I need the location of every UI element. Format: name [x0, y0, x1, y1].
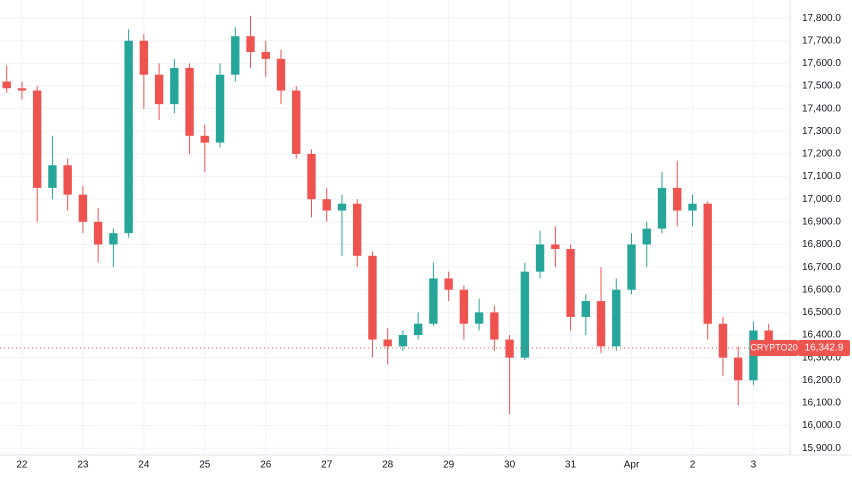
x-tick-label: 29	[443, 460, 455, 471]
candle-body	[459, 289, 469, 324]
y-tick-label: 17,200.0	[802, 149, 841, 160]
candle-body	[398, 335, 408, 347]
candle-body	[612, 289, 621, 347]
candle-body	[535, 244, 545, 272]
candle-body	[551, 244, 560, 250]
candle-body	[307, 153, 316, 200]
candle-body	[78, 194, 88, 222]
candle-body	[246, 36, 255, 53]
y-tick-label: 17,800.0	[802, 13, 841, 24]
candle-body	[322, 199, 331, 211]
candle-body	[154, 74, 164, 105]
candle-body	[718, 323, 728, 358]
candle-body	[733, 357, 743, 381]
y-tick-label: 17,000.0	[802, 194, 841, 205]
y-tick-label: 15,900.0	[802, 443, 841, 454]
candle-body	[581, 301, 590, 317]
symbol-label: CRYPTO20	[750, 342, 797, 352]
candle-body	[764, 330, 773, 348]
candle-body	[642, 228, 651, 245]
y-tick-label: 17,400.0	[802, 103, 841, 114]
candle-body	[231, 36, 240, 75]
candle-body	[185, 67, 194, 136]
candle-body	[2, 81, 11, 89]
candle-body	[627, 244, 636, 290]
candle-body	[673, 187, 682, 211]
x-tick-label: 3	[751, 460, 757, 471]
candle-body	[490, 312, 499, 340]
candle-body	[444, 278, 453, 290]
y-tick-label: 16,500.0	[802, 307, 841, 318]
candle-body	[596, 301, 606, 347]
candle-body	[566, 249, 575, 317]
y-tick-label: 16,900.0	[802, 216, 841, 227]
candle-body	[353, 203, 362, 256]
x-tick-label: 27	[321, 460, 333, 471]
x-tick-label: 2	[690, 460, 696, 471]
candle-body	[124, 40, 133, 234]
candle-body	[413, 323, 423, 336]
candle-body	[109, 233, 118, 245]
x-tick-label: 25	[199, 460, 211, 471]
candle-body	[368, 255, 377, 340]
y-tick-label: 16,400.0	[802, 330, 841, 341]
candle-body	[276, 58, 286, 91]
candle-body	[703, 203, 712, 324]
x-tick-label: 30	[504, 460, 516, 471]
candle-body	[63, 165, 72, 195]
candle-body	[32, 90, 42, 188]
y-tick-label: 16,700.0	[802, 262, 841, 273]
y-tick-label: 17,100.0	[802, 171, 841, 182]
candle-body	[520, 271, 530, 358]
x-tick-label: 24	[138, 460, 150, 471]
last-price-label: 16,342.9	[805, 343, 844, 354]
y-tick-label: 17,600.0	[802, 58, 841, 69]
x-tick-label: 23	[77, 460, 89, 471]
y-tick-label: 16,300.0	[802, 352, 841, 363]
x-tick-label: 26	[260, 460, 272, 471]
candle-body	[337, 203, 347, 211]
candle-body	[215, 74, 225, 143]
candle-body	[688, 203, 697, 211]
candle-body	[170, 67, 179, 105]
candle-body	[657, 187, 667, 229]
candle-body	[292, 90, 301, 154]
x-tick-label: 22	[16, 460, 28, 471]
symbol-tag	[750, 339, 798, 356]
candle-body	[200, 135, 210, 143]
candle-body	[93, 221, 103, 245]
candle-body	[429, 278, 438, 324]
candle-body	[17, 88, 27, 91]
candle-body	[505, 339, 514, 358]
x-tick-label: 28	[382, 460, 394, 471]
y-tick-label: 16,100.0	[802, 398, 841, 409]
candle-body	[383, 339, 392, 347]
y-tick-label: 16,800.0	[802, 239, 841, 250]
x-tick-label: Apr	[624, 460, 640, 471]
y-tick-label: 16,200.0	[802, 375, 841, 386]
y-tick-label: 17,700.0	[802, 35, 841, 46]
y-tick-label: 16,000.0	[802, 420, 841, 431]
y-tick-label: 16,600.0	[802, 284, 841, 295]
last-price-tag	[798, 339, 850, 356]
y-tick-label: 17,500.0	[802, 81, 841, 92]
y-tick-label: 17,300.0	[802, 126, 841, 137]
candle-body	[261, 52, 270, 59]
candle-body	[139, 40, 149, 75]
candle-body	[48, 165, 57, 188]
candle-body	[474, 312, 484, 324]
x-tick-label: 31	[565, 460, 577, 471]
